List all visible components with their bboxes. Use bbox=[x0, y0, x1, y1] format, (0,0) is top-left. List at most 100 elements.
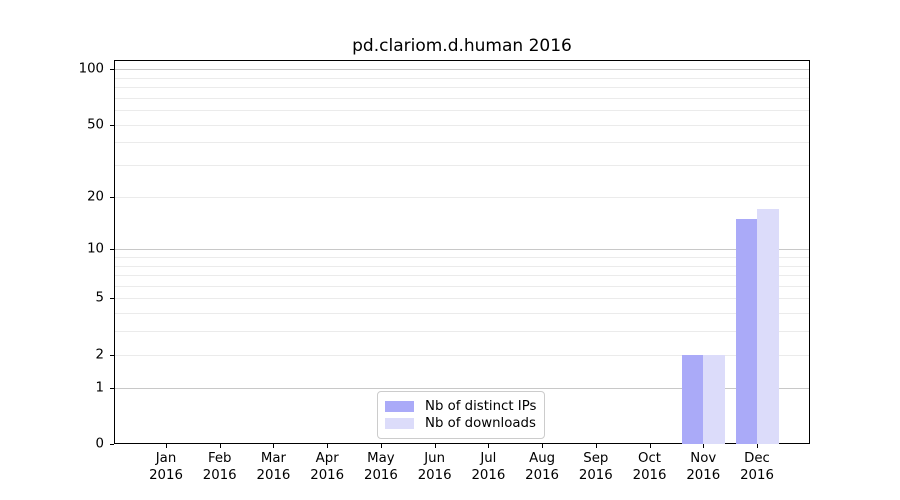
minor-gridline bbox=[115, 77, 810, 79]
minor-gridline bbox=[115, 97, 810, 99]
x-tick-label: Nov 2016 bbox=[673, 451, 733, 484]
minor-gridline bbox=[115, 298, 810, 300]
y-tick-mark bbox=[110, 196, 114, 198]
legend: Nb of distinct IPs Nb of downloads bbox=[377, 391, 545, 439]
plot-bottom-spine bbox=[114, 443, 810, 444]
y-tick-mark bbox=[110, 354, 114, 356]
x-tick-month: Feb bbox=[207, 451, 232, 466]
x-tick-label: Mar 2016 bbox=[243, 451, 303, 484]
x-tick-year: 2016 bbox=[686, 467, 721, 483]
bar-distinct-ips bbox=[681, 354, 704, 444]
minor-gridline bbox=[115, 265, 810, 267]
x-tick-label: May 2016 bbox=[351, 451, 411, 484]
x-tick-mark bbox=[595, 444, 597, 448]
x-tick-year: 2016 bbox=[310, 467, 345, 483]
minor-gridline bbox=[115, 142, 810, 144]
y-tick-mark bbox=[110, 249, 114, 251]
x-tick-year: 2016 bbox=[471, 467, 506, 483]
x-tick-year: 2016 bbox=[632, 467, 667, 483]
x-tick-label: Apr 2016 bbox=[297, 451, 357, 484]
minor-gridline bbox=[115, 313, 810, 315]
x-tick-mark bbox=[380, 444, 382, 448]
minor-gridline bbox=[115, 87, 810, 89]
x-tick-mark bbox=[542, 444, 544, 448]
x-tick-label: Dec 2016 bbox=[727, 451, 787, 484]
y-tick-label: 10 bbox=[87, 241, 104, 257]
legend-label: Nb of downloads bbox=[425, 416, 536, 431]
minor-gridline bbox=[115, 331, 810, 333]
x-tick-label: Jul 2016 bbox=[458, 451, 518, 484]
x-tick-month: Jul bbox=[480, 451, 497, 466]
y-tick-mark bbox=[110, 444, 114, 445]
x-tick-year: 2016 bbox=[740, 467, 774, 483]
x-tick-month: Oct bbox=[638, 451, 662, 466]
y-tick-mark bbox=[110, 69, 114, 71]
y-tick-label: 20 bbox=[87, 189, 104, 205]
x-tick-month: Dec bbox=[744, 451, 770, 466]
y-tick-label: 100 bbox=[78, 61, 104, 77]
legend-swatch-distinct-ips bbox=[385, 401, 414, 412]
x-tick-mark bbox=[434, 444, 436, 448]
x-tick-label: Aug 2016 bbox=[512, 451, 572, 484]
legend-swatch-downloads bbox=[385, 418, 414, 429]
y-tick-label: 2 bbox=[95, 347, 104, 363]
plot-area bbox=[114, 60, 810, 444]
x-tick-month: Aug bbox=[529, 451, 556, 466]
y-tick-label: 0 bbox=[95, 436, 104, 452]
y-tick-label: 50 bbox=[87, 117, 104, 133]
x-tick-label: Sep 2016 bbox=[566, 451, 626, 484]
plot-right-spine bbox=[809, 60, 810, 444]
bar-downloads bbox=[757, 209, 779, 444]
major-gridline bbox=[115, 69, 810, 71]
x-tick-mark bbox=[488, 444, 490, 448]
x-tick-month: Jun bbox=[424, 451, 446, 466]
y-tick-label: 1 bbox=[95, 380, 104, 396]
plot-left-spine bbox=[114, 60, 115, 444]
minor-gridline bbox=[115, 354, 810, 356]
minor-gridline bbox=[115, 275, 810, 277]
x-tick-year: 2016 bbox=[417, 467, 452, 483]
x-tick-year: 2016 bbox=[149, 467, 183, 483]
minor-gridline bbox=[115, 285, 810, 287]
legend-item: Nb of distinct IPs bbox=[385, 399, 536, 414]
x-tick-year: 2016 bbox=[578, 467, 613, 483]
major-gridline bbox=[115, 249, 810, 251]
x-tick-year: 2016 bbox=[363, 467, 398, 483]
x-tick-label: Feb 2016 bbox=[190, 451, 250, 484]
y-tick-mark bbox=[110, 298, 114, 300]
x-tick-month: Jan bbox=[155, 451, 177, 466]
minor-gridline bbox=[115, 110, 810, 112]
x-tick-mark bbox=[273, 444, 275, 448]
minor-gridline bbox=[115, 257, 810, 258]
x-tick-mark bbox=[219, 444, 221, 448]
y-tick-mark bbox=[110, 124, 114, 126]
plot-top-spine bbox=[114, 60, 810, 61]
x-tick-mark bbox=[757, 444, 758, 448]
x-tick-label: Jan 2016 bbox=[136, 451, 196, 484]
x-tick-month: Nov bbox=[690, 451, 717, 466]
bar-downloads bbox=[703, 354, 725, 444]
bar-distinct-ips bbox=[735, 218, 757, 444]
x-tick-mark bbox=[703, 444, 705, 448]
x-tick-year: 2016 bbox=[525, 467, 559, 483]
x-tick-month: Sep bbox=[583, 451, 609, 466]
y-tick-label: 5 bbox=[95, 290, 104, 306]
x-tick-month: Apr bbox=[315, 451, 339, 466]
x-tick-month: May bbox=[367, 451, 395, 466]
y-tick-mark bbox=[110, 387, 114, 389]
legend-item: Nb of downloads bbox=[385, 416, 536, 431]
x-tick-year: 2016 bbox=[256, 467, 291, 483]
x-tick-label: Oct 2016 bbox=[620, 451, 680, 484]
x-tick-month: Mar bbox=[260, 451, 286, 466]
minor-gridline bbox=[115, 124, 810, 126]
x-tick-mark bbox=[327, 444, 329, 448]
x-tick-mark bbox=[166, 444, 167, 448]
x-tick-label: Jun 2016 bbox=[405, 451, 465, 484]
legend-label: Nb of distinct IPs bbox=[425, 399, 537, 414]
chart-title: pd.clariom.d.human 2016 bbox=[352, 36, 572, 56]
minor-gridline bbox=[115, 165, 810, 167]
x-tick-mark bbox=[649, 444, 651, 448]
minor-gridline bbox=[115, 196, 810, 198]
major-gridline bbox=[115, 387, 810, 389]
